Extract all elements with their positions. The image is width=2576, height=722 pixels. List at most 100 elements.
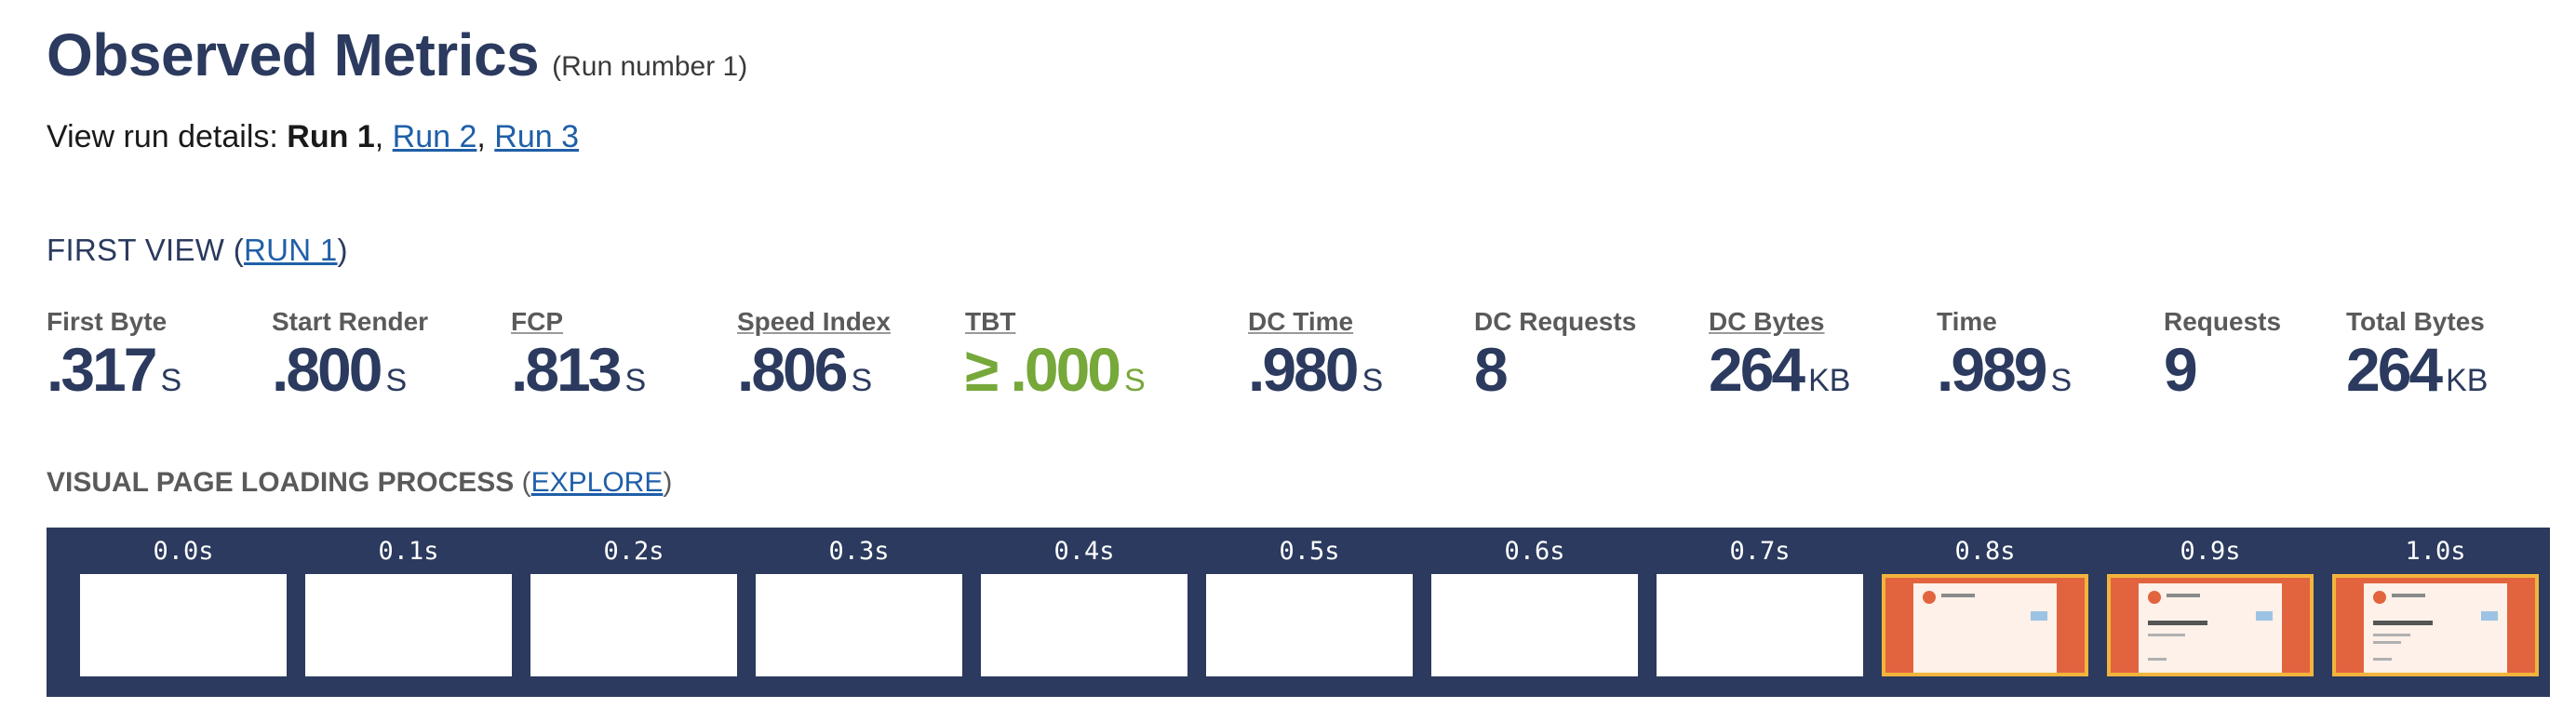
- first-view-prefix: FIRST VIEW (: [47, 233, 244, 267]
- current-run-label: Run 1: [287, 119, 375, 154]
- frame-thumbnail[interactable]: [80, 574, 287, 676]
- metric-dc-requests: DC Requests 8: [1474, 307, 1636, 400]
- metric-label: Start Render: [272, 307, 429, 336]
- metric-unit: KB: [1808, 363, 1851, 398]
- visual-open-paren: (: [514, 467, 531, 498]
- metric-total-bytes: Total Bytes 264 KB: [2346, 307, 2488, 400]
- metric-label: Total Bytes: [2346, 307, 2485, 336]
- metric-label-link[interactable]: TBT: [965, 307, 1016, 336]
- metric-start-render: Start Render .800 S: [272, 307, 428, 400]
- metric-value: .813: [511, 335, 622, 404]
- metric-requests: Requests 9: [2164, 307, 2281, 400]
- frame-time: 0.8s: [1954, 537, 2016, 566]
- page-preview: [2139, 583, 2282, 673]
- site-logo-icon: [1923, 591, 1936, 604]
- metric-label-link[interactable]: Speed Index: [737, 307, 891, 336]
- filmstrip-frame[interactable]: 0.3s: [756, 528, 962, 697]
- metric-dc-bytes: DC Bytes 264 KB: [1709, 307, 1850, 400]
- metric-value: .980: [1248, 335, 1359, 404]
- metric-speed-index: Speed Index .806 S: [737, 307, 891, 400]
- filmstrip-frame-changed[interactable]: 1.0s: [2332, 528, 2539, 697]
- metric-unit: S: [2050, 363, 2073, 398]
- frame-thumbnail[interactable]: [756, 574, 962, 676]
- metric-value: .806: [737, 335, 848, 404]
- metric-unit: S: [851, 363, 873, 398]
- first-view-run-link[interactable]: RUN 1: [244, 233, 338, 267]
- frame-thumbnail[interactable]: [1882, 574, 2088, 676]
- frame-time: 0.9s: [2180, 537, 2241, 566]
- filmstrip-frame[interactable]: 0.0s: [80, 528, 287, 697]
- metric-label-link[interactable]: DC Time: [1248, 307, 1354, 336]
- metric-value: ≥ .000: [965, 335, 1121, 404]
- filmstrip-frame[interactable]: 0.4s: [981, 528, 1187, 697]
- filmstrip-frame[interactable]: 0.6s: [1431, 528, 1638, 697]
- frame-time: 0.0s: [153, 537, 214, 566]
- filmstrip-frame[interactable]: 0.1s: [305, 528, 512, 697]
- frame-time: 1.0s: [2405, 537, 2466, 566]
- frame-thumbnail[interactable]: [1657, 574, 1863, 676]
- visual-loading-heading: VISUAL PAGE LOADING PROCESS (EXPLORE): [47, 467, 672, 499]
- frame-thumbnail[interactable]: [1431, 574, 1638, 676]
- frame-thumbnail[interactable]: [2107, 574, 2314, 676]
- metric-unit: S: [1362, 363, 1384, 398]
- run-separator: ,: [374, 119, 393, 154]
- site-logo-icon: [2373, 591, 2386, 604]
- run-separator: ,: [476, 119, 495, 154]
- metric-value: .800: [272, 335, 382, 404]
- metric-tbt: TBT ≥ .000 S: [965, 307, 1146, 400]
- metric-unit: KB: [2446, 363, 2489, 398]
- filmstrip-frame[interactable]: 0.2s: [530, 528, 737, 697]
- first-view-suffix: ): [337, 233, 348, 267]
- run-number-subtitle: (Run number 1): [552, 51, 748, 82]
- frame-thumbnail[interactable]: [530, 574, 737, 676]
- run-details-prefix: View run details:: [47, 119, 288, 154]
- frame-time: 0.3s: [828, 537, 890, 566]
- metric-unit: S: [160, 363, 182, 398]
- metric-unit: S: [1124, 363, 1146, 398]
- metric-value: 9: [2164, 335, 2198, 404]
- visual-loading-title: VISUAL PAGE LOADING PROCESS: [47, 467, 515, 498]
- frame-time: 0.2s: [603, 537, 664, 566]
- site-logo-icon: [2148, 591, 2161, 604]
- frame-thumbnail[interactable]: [981, 574, 1187, 676]
- metric-value: 8: [1474, 335, 1509, 404]
- metric-label: Time: [1937, 307, 1997, 336]
- metric-label-link[interactable]: DC Bytes: [1709, 307, 1825, 336]
- page-header: Observed Metrics (Run number 1): [47, 20, 747, 89]
- page-preview: [1913, 583, 2057, 673]
- frame-time: 0.1s: [378, 537, 439, 566]
- run-details-line: View run details: Run 1, Run 2, Run 3: [47, 119, 579, 155]
- metric-label-link[interactable]: FCP: [511, 307, 563, 336]
- metric-fcp: FCP .813 S: [511, 307, 646, 400]
- metric-label: DC Requests: [1474, 307, 1637, 336]
- metric-label: First Byte: [47, 307, 168, 336]
- frame-time: 0.6s: [1504, 537, 1565, 566]
- page-preview: [2364, 583, 2507, 673]
- run-2-link[interactable]: Run 2: [392, 119, 477, 154]
- frame-time: 0.4s: [1053, 537, 1115, 566]
- metric-value: 264: [1709, 335, 1805, 404]
- run-3-link[interactable]: Run 3: [494, 119, 580, 154]
- first-view-heading: FIRST VIEW (RUN 1): [47, 233, 348, 268]
- metric-value: 264: [2346, 335, 2443, 404]
- metric-first-byte: First Byte .317 S: [47, 307, 181, 400]
- metric-time: Time .989 S: [1937, 307, 2072, 400]
- metric-unit: S: [624, 363, 647, 398]
- frame-thumbnail[interactable]: [1206, 574, 1413, 676]
- metric-unit: S: [385, 363, 408, 398]
- metric-value: .317: [47, 335, 157, 404]
- metric-value: .989: [1937, 335, 2047, 404]
- filmstrip-frame[interactable]: 0.7s: [1657, 528, 1863, 697]
- frame-thumbnail[interactable]: [305, 574, 512, 676]
- explore-link[interactable]: EXPLORE: [530, 467, 664, 498]
- visual-close-paren: ): [663, 467, 673, 498]
- filmstrip-frame[interactable]: 0.5s: [1206, 528, 1413, 697]
- filmstrip-frame-changed[interactable]: 0.9s: [2107, 528, 2314, 697]
- frame-thumbnail[interactable]: [2332, 574, 2539, 676]
- filmstrip-frame-changed[interactable]: 0.8s: [1882, 528, 2088, 697]
- filmstrip[interactable]: 0.0s 0.1s 0.2s 0.3s 0.4s 0.5s 0.6s 0.7s: [47, 528, 2550, 697]
- metric-label: Requests: [2164, 307, 2282, 336]
- frame-time: 0.7s: [1729, 537, 1791, 566]
- page-title: Observed Metrics: [47, 21, 540, 88]
